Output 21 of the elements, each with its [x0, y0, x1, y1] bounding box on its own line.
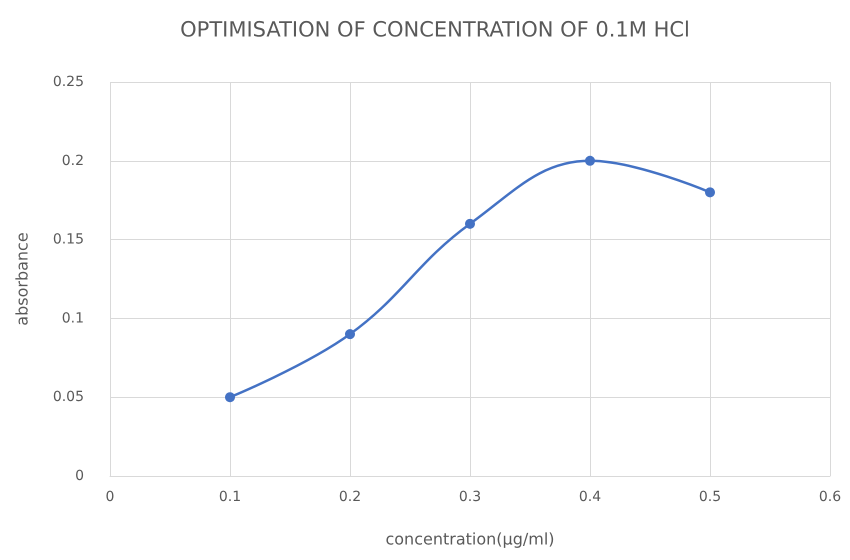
y-tick-label: 0.15	[52, 232, 84, 248]
x-tick-label: 0.2	[338, 489, 362, 505]
y-axis-title: absorbance	[12, 232, 32, 326]
x-tick-label: 0.1	[218, 489, 242, 505]
y-tick-label: 0.1	[62, 310, 84, 326]
y-tick-label: 0.05	[52, 389, 84, 406]
point	[585, 156, 595, 166]
chart-title: OPTIMISATION OF CONCENTRATION OF 0.1M HCl	[180, 18, 690, 42]
y-tick-label: 0	[75, 468, 84, 484]
x-tick-label: 0.6	[818, 489, 842, 505]
x-tick-label: 0.5	[698, 489, 722, 505]
point	[345, 329, 355, 340]
x-tick-label: 0.4	[578, 489, 602, 505]
y-tick-label: 0.2	[62, 152, 84, 169]
x-tick-label: 0.3	[458, 489, 482, 505]
point	[705, 187, 715, 198]
point	[225, 392, 235, 402]
y-tick-label: 0.25	[52, 74, 84, 90]
point	[465, 218, 475, 229]
x-tick-label: 0	[106, 489, 114, 505]
x-axis-title: concentration(µg/ml)	[385, 530, 555, 548]
